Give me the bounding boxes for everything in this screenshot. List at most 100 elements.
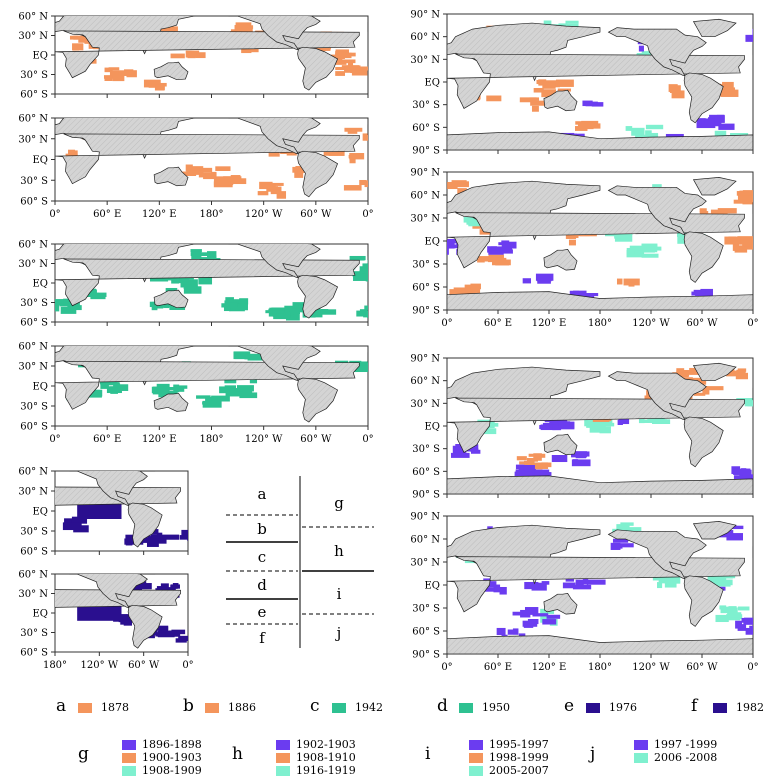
anomaly-cell [756,404,763,409]
anomaly-cell [244,355,259,360]
anomaly-cell [491,246,503,254]
anomaly-cell [719,605,727,610]
anomaly-cell [348,65,361,69]
lon-tick-label: 0° [362,209,373,220]
anomaly-cell [173,384,180,393]
anomaly-cell [354,365,368,373]
lat-tick-label: 60° N [18,114,48,125]
anomaly-cell [579,293,599,297]
anomaly-cell [178,635,188,642]
anomaly-cell [714,130,727,139]
lat-tick-label: 60° S [20,648,48,659]
anomaly-cell [349,255,366,261]
anomaly-cell [449,289,465,295]
lon-tick-label: 60° W [686,318,718,329]
lon-tick-label: 180° [199,209,223,220]
legend-year: 1976 [609,701,637,714]
anomaly-cell [294,171,304,178]
anomaly-cell [366,268,368,273]
anomaly-cell [104,75,113,81]
land-antarctica [447,635,753,654]
lat-tick-label: 60° N [18,467,48,478]
lon-tick-label: 60° E [484,662,512,673]
anomaly-cell [568,234,579,238]
anomaly-cell [85,389,103,397]
anomaly-cell [225,391,243,397]
anomaly-cell [556,457,566,461]
anomaly-cell [158,390,168,398]
anomaly-cell [369,310,377,318]
land-australia [153,166,189,187]
anomaly-cell [714,115,725,123]
anomaly-cell [543,20,552,25]
anomaly-cell [582,577,589,585]
anomaly-cell [665,133,684,138]
land-greenland [315,118,330,119]
anomaly-cell [344,127,363,132]
land-africa [367,382,368,384]
land-africa [752,77,753,79]
anomaly-cell [349,153,365,160]
anomaly-cell [60,306,77,314]
anomaly-cell [552,424,562,431]
legend-swatch [332,703,346,713]
anomaly-cell [737,195,753,203]
anomaly-cell [758,28,763,32]
anomaly-cell [196,395,211,399]
anomaly-cell [645,124,664,130]
map-panel-g: 90° N 60° N 30° N EQ 30° S 60° S 90° S [395,6,763,156]
lat-tick-label: 30° S [412,444,440,455]
anomaly-cell [565,578,575,582]
anomaly-cell [284,305,303,311]
anomaly-cell [645,132,659,140]
lat-tick-label: 60° N [18,240,48,251]
anomaly-cell [530,101,545,106]
anomaly-cell [369,309,378,316]
anomaly-cell [541,581,550,585]
anomaly-cell [739,190,753,196]
anomaly-cell [170,584,180,589]
anomaly-cell [737,606,750,611]
land-antarctica [752,478,753,494]
land-greenland [692,521,737,540]
land-namerica [607,27,707,77]
anomaly-cell [216,177,234,186]
anomaly-cell [571,459,591,467]
lat-tick-label: 90° N [410,512,440,523]
anomaly-cell [498,242,506,246]
anomaly-cell [737,368,747,372]
legend-swatch [634,753,648,763]
lon-tick-label: 180° [588,662,612,673]
anomaly-cell [190,249,202,253]
legend-swatch [122,740,136,750]
anomaly-cell [211,395,230,402]
legend-letter: c [310,696,320,716]
anomaly-cell [484,587,495,592]
anomaly-cell [367,311,368,318]
anomaly-cell [77,503,122,519]
anomaly-cell [170,53,185,59]
legend-swatch [469,766,483,776]
legend-swatch [276,766,290,776]
land-namerica [69,471,148,507]
land-antarctica [447,291,753,310]
key-label-e: e [258,603,267,621]
lon-tick-label: 120° E [142,434,177,445]
lat-tick-label: 30° S [20,628,48,639]
anomaly-cell [575,579,584,586]
lat-tick-label: 30° S [20,298,48,309]
anomaly-cell [519,467,525,474]
anomaly-cell [55,303,60,312]
anomaly-cell [447,181,458,190]
anomaly-cell [175,385,188,389]
anomaly-cell [323,150,338,156]
anomaly-cell [211,171,217,179]
land-namerica [228,16,321,51]
anomaly-cell [625,126,633,131]
lon-tick-label: 120° W [632,662,670,673]
land-antarctica [447,475,753,494]
anomaly-cell [72,43,84,51]
anomaly-cell [538,79,547,86]
map-panel-c: 60° N 30° N EQ 30° S 60° S [0,236,380,328]
land-eurasia [752,43,753,56]
